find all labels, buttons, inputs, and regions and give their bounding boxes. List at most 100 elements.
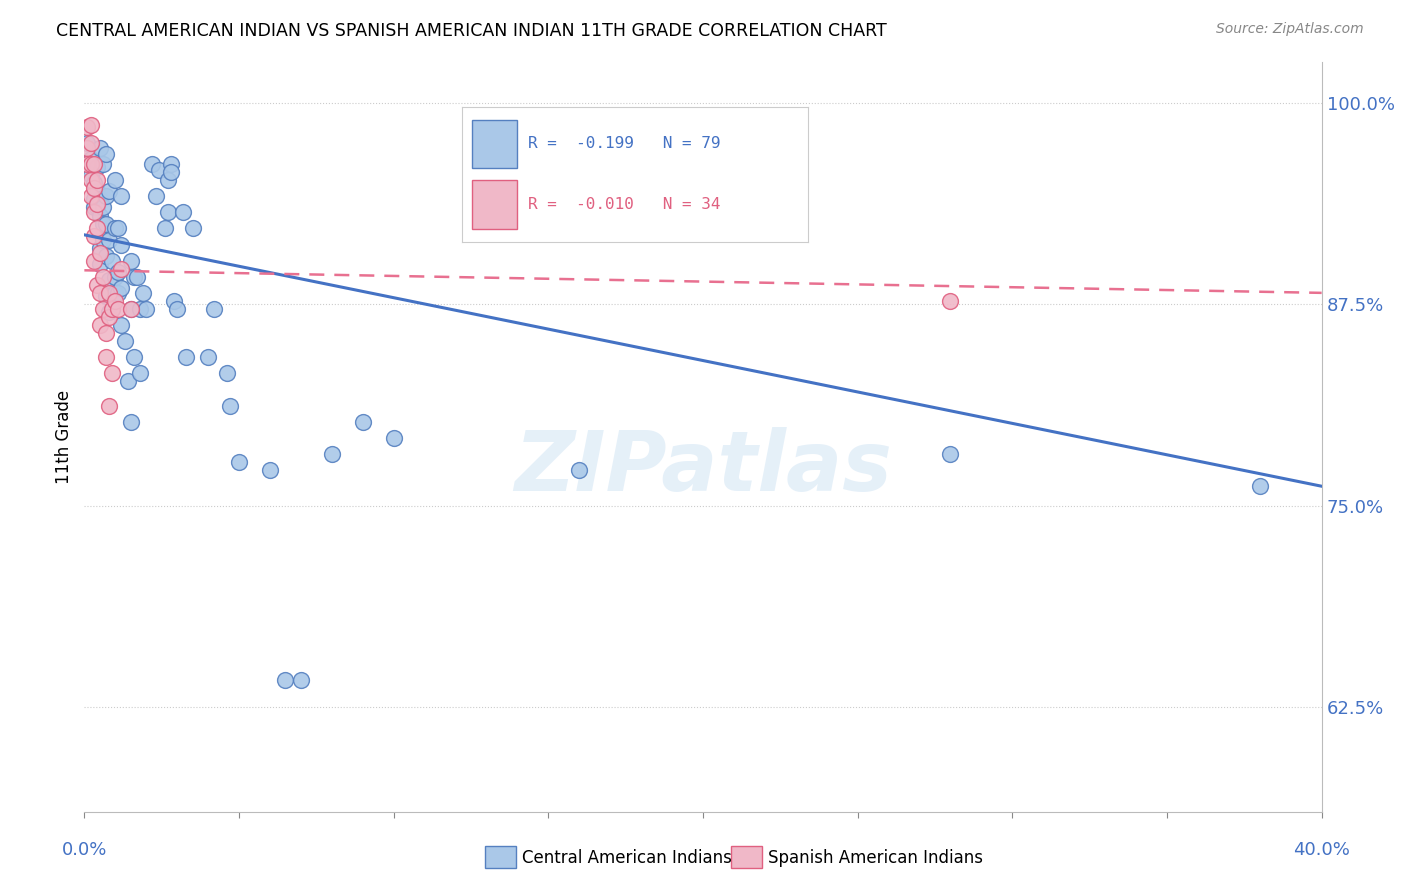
Point: [76, 157, 98, 171]
Point: [98, 310, 121, 324]
Point: [568, 463, 591, 477]
Point: [101, 253, 124, 268]
Point: [181, 221, 204, 235]
Point: [215, 367, 238, 381]
Point: [939, 293, 962, 308]
Point: [76, 120, 98, 134]
Point: [228, 455, 250, 469]
Point: [110, 261, 132, 276]
Point: [104, 285, 127, 300]
Point: [107, 301, 129, 316]
Point: [156, 173, 179, 187]
Point: [98, 305, 121, 319]
Point: [98, 285, 121, 300]
Point: [89, 318, 111, 332]
Point: [104, 173, 127, 187]
Point: [148, 163, 170, 178]
Point: [120, 301, 142, 316]
Point: [86, 185, 108, 199]
Point: [259, 463, 281, 477]
Point: [132, 285, 155, 300]
Point: [110, 281, 132, 295]
Point: [122, 351, 145, 365]
Point: [101, 301, 124, 316]
Point: [86, 173, 108, 187]
Point: [107, 221, 129, 235]
Point: [83, 253, 105, 268]
Text: CENTRAL AMERICAN INDIAN VS SPANISH AMERICAN INDIAN 11TH GRADE CORRELATION CHART: CENTRAL AMERICAN INDIAN VS SPANISH AMERI…: [56, 22, 887, 40]
Point: [94, 147, 117, 161]
Point: [83, 176, 105, 190]
Point: [202, 301, 225, 316]
Point: [98, 233, 121, 247]
Point: [160, 165, 183, 179]
Point: [145, 189, 167, 203]
Point: [79, 173, 101, 187]
Point: [104, 221, 127, 235]
Point: [107, 265, 129, 279]
Point: [110, 318, 132, 332]
Point: [166, 301, 188, 316]
Point: [91, 269, 114, 284]
Point: [79, 157, 101, 171]
Point: [122, 269, 145, 284]
Point: [89, 285, 111, 300]
Point: [94, 249, 117, 263]
Point: [101, 367, 124, 381]
Text: Central American Indians: Central American Indians: [522, 849, 731, 867]
Point: [83, 157, 105, 171]
Point: [83, 193, 105, 207]
Text: 0.0%: 0.0%: [62, 841, 107, 859]
Point: [120, 253, 142, 268]
Point: [352, 415, 374, 429]
Point: [89, 209, 111, 223]
Point: [321, 447, 343, 461]
Point: [197, 351, 219, 365]
Point: [160, 157, 183, 171]
Point: [117, 375, 139, 389]
Point: [110, 189, 132, 203]
Point: [83, 229, 105, 244]
Point: [104, 269, 127, 284]
Point: [76, 136, 98, 150]
Point: [91, 217, 114, 231]
Point: [94, 326, 117, 340]
Point: [290, 673, 312, 687]
Point: [79, 168, 101, 182]
Point: [91, 301, 114, 316]
Point: [91, 201, 114, 215]
Point: [94, 217, 117, 231]
Point: [89, 245, 111, 260]
Point: [939, 447, 962, 461]
Point: [89, 141, 111, 155]
Point: [107, 285, 129, 300]
Point: [1249, 479, 1271, 493]
Text: ZIPatlas: ZIPatlas: [515, 426, 891, 508]
Point: [153, 221, 176, 235]
Point: [104, 293, 127, 308]
Point: [86, 221, 108, 235]
Point: [120, 301, 142, 316]
Point: [141, 157, 163, 171]
Point: [135, 301, 157, 316]
Point: [89, 257, 111, 271]
Point: [79, 189, 101, 203]
Point: [86, 160, 108, 174]
Point: [89, 193, 111, 207]
Point: [125, 269, 148, 284]
Point: [218, 399, 240, 413]
Point: [86, 201, 108, 215]
Point: [114, 334, 136, 349]
Point: [83, 205, 105, 219]
Point: [94, 189, 117, 203]
Point: [274, 673, 297, 687]
Point: [91, 157, 114, 171]
Point: [83, 181, 105, 195]
Point: [129, 367, 152, 381]
Point: [382, 431, 405, 445]
Point: [110, 237, 132, 252]
Text: 40.0%: 40.0%: [1294, 841, 1350, 859]
Y-axis label: 11th Grade: 11th Grade: [55, 390, 73, 484]
Point: [79, 136, 101, 150]
Point: [172, 205, 194, 219]
